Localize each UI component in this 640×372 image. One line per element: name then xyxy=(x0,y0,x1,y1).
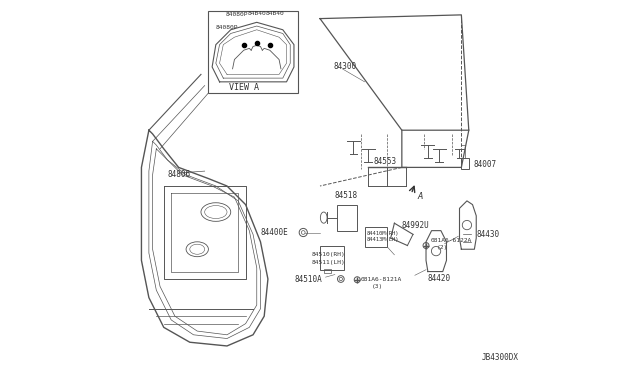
Text: 84511(LH): 84511(LH) xyxy=(312,260,345,265)
Text: 84510A: 84510A xyxy=(294,275,322,283)
Text: 84992U: 84992U xyxy=(402,221,429,230)
Text: 84007: 84007 xyxy=(473,160,497,169)
Text: (2): (2) xyxy=(437,245,449,250)
Bar xyxy=(461,158,468,169)
Text: JB4300DX: JB4300DX xyxy=(482,353,519,362)
Text: 84B40: 84B40 xyxy=(248,10,266,16)
Text: 84080P: 84080P xyxy=(225,12,248,17)
Bar xyxy=(337,205,357,231)
Bar xyxy=(320,246,344,270)
Text: 84410M(RH): 84410M(RH) xyxy=(367,231,399,236)
Text: 84806: 84806 xyxy=(168,170,191,179)
Text: (3): (3) xyxy=(371,284,383,289)
Bar xyxy=(365,227,387,247)
Text: 84080P: 84080P xyxy=(216,25,238,31)
Text: VIEW A: VIEW A xyxy=(228,83,259,92)
Text: 081A6-8121A: 081A6-8121A xyxy=(361,277,402,282)
Text: 081A6-6122A: 081A6-6122A xyxy=(431,238,472,243)
Text: 84B40: 84B40 xyxy=(266,10,285,16)
Text: 84430: 84430 xyxy=(477,230,500,239)
Text: 84510(RH): 84510(RH) xyxy=(312,252,345,257)
Text: 84300: 84300 xyxy=(333,62,356,71)
Text: 84420: 84420 xyxy=(428,274,451,283)
Text: 84413M(LH): 84413M(LH) xyxy=(367,237,399,243)
Bar xyxy=(324,269,331,273)
Text: 84553: 84553 xyxy=(374,157,397,166)
FancyBboxPatch shape xyxy=(209,11,298,93)
Text: 84518: 84518 xyxy=(335,191,358,200)
Text: 84400E: 84400E xyxy=(260,228,289,237)
Text: A: A xyxy=(417,192,422,201)
